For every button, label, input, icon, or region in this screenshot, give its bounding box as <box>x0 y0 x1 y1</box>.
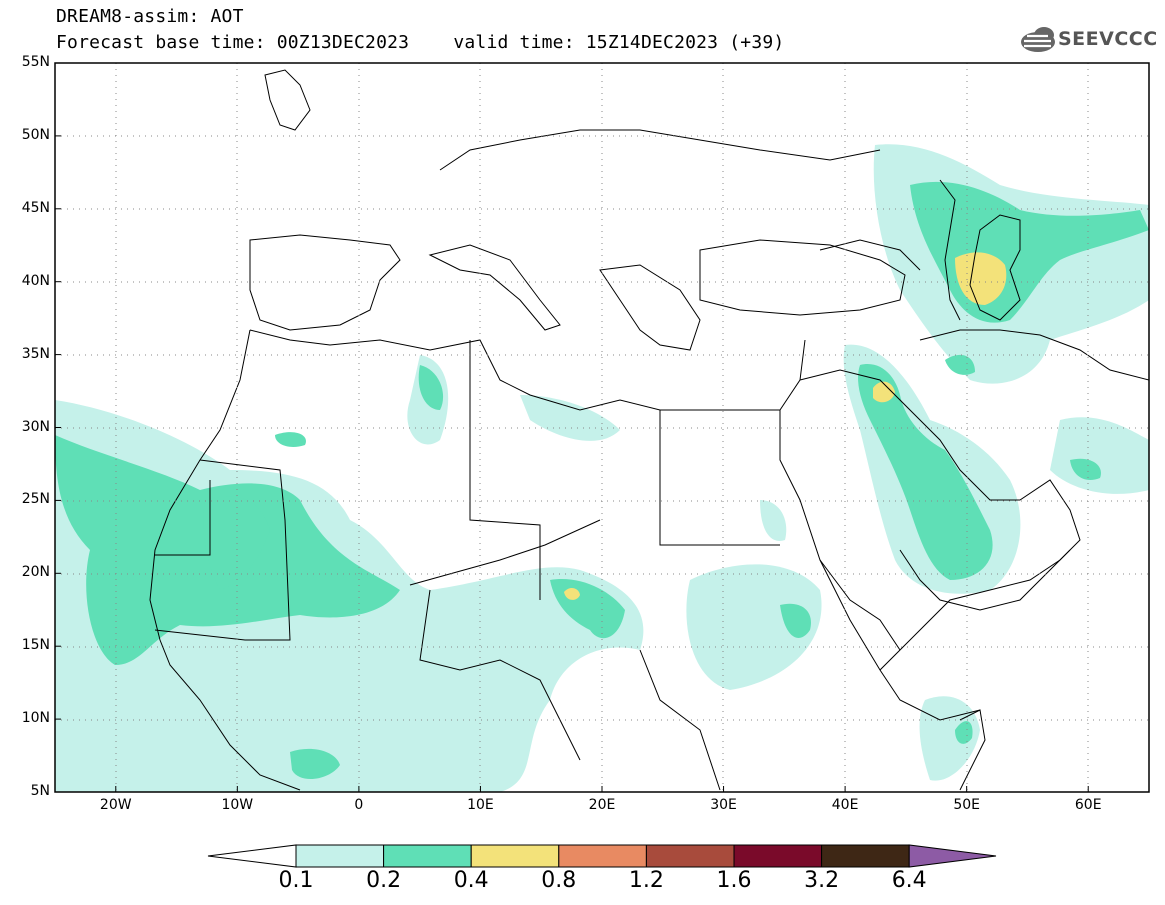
lon-label: 10W <box>221 797 254 813</box>
lat-label: 30N <box>21 418 50 435</box>
map-title: DREAM8-assim: AOT <box>56 6 244 27</box>
lon-label: 40E <box>831 797 859 813</box>
lat-label: 5N <box>30 783 50 799</box>
lon-label: 20E <box>588 797 616 813</box>
lat-label: 55N <box>21 54 50 70</box>
lon-label: 20W <box>99 797 132 813</box>
lat-label: 25N <box>21 491 50 508</box>
lat-label: 40N <box>21 272 50 289</box>
colorbar-label: 0.4 <box>453 868 489 893</box>
cloud-logo-icon <box>1021 27 1055 52</box>
logo-text: SEEVCCC <box>1058 28 1158 50</box>
colorbar-label: 1.6 <box>716 868 752 893</box>
forecast-time-line: Forecast base time: 00Z13DEC2023 valid t… <box>56 32 785 53</box>
lat-label: 20N <box>21 564 50 581</box>
lat-label: 45N <box>21 199 50 216</box>
lon-label: 0 <box>354 797 364 813</box>
coastlines <box>149 69 1149 791</box>
colorbar-label: 3.2 <box>804 868 840 893</box>
colorbar-label: 6.4 <box>891 868 927 893</box>
map-grid <box>55 63 1149 792</box>
colorbar-label: 0.2 <box>366 868 402 893</box>
colorbar-label: 0.8 <box>541 868 577 893</box>
lon-label: 10E <box>467 797 494 813</box>
lon-label: 60E <box>1074 797 1102 813</box>
lon-label: 30E <box>710 797 737 813</box>
lat-label: 10N <box>21 710 50 727</box>
colorbar-label: 1.2 <box>628 868 664 893</box>
lon-label: 50E <box>953 797 980 813</box>
lat-label: 15N <box>21 637 50 654</box>
axis-ticks <box>55 62 1089 793</box>
colorbar-label: 0.1 <box>278 868 314 893</box>
aot-level-0-4 <box>564 252 1007 600</box>
lat-label: 50N <box>21 126 50 143</box>
lat-label: 35N <box>21 345 50 362</box>
